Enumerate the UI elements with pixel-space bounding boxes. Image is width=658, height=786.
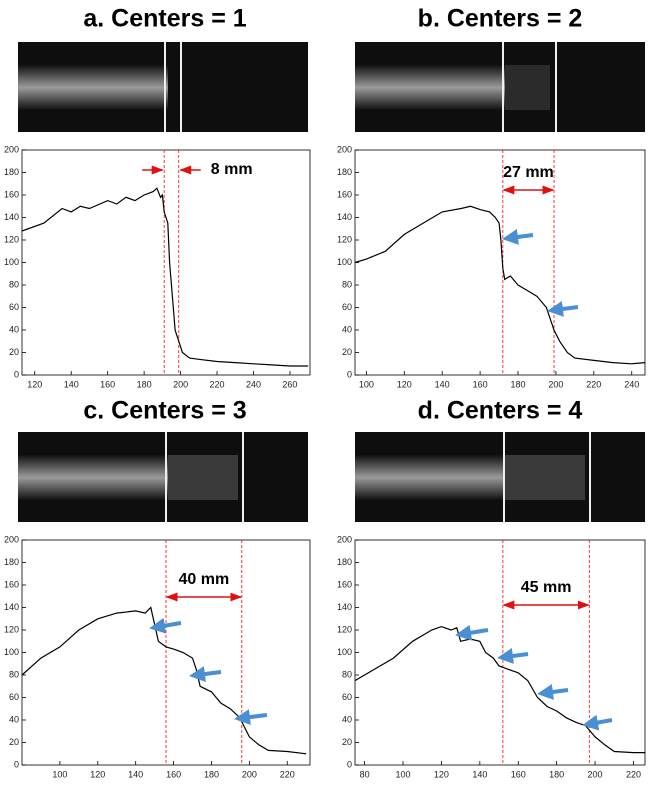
panel-title: a. Centers = 1	[83, 5, 246, 33]
panel-title: c. Centers = 3	[83, 397, 246, 425]
x-tick-label: 120	[90, 769, 105, 779]
profile-line	[21, 187, 309, 367]
y-tick-label: 160	[337, 579, 352, 589]
x-tick-label: 200	[173, 379, 188, 389]
y-tick-label: 180	[4, 557, 19, 567]
y-tick-label: 60	[9, 302, 19, 312]
y-tick-label: 100	[337, 257, 352, 267]
y-tick-label: 180	[337, 167, 352, 177]
profile-line	[354, 625, 645, 754]
x-tick-label: 180	[204, 769, 219, 779]
y-tick-label: 80	[342, 669, 352, 679]
y-tick-label: 80	[9, 279, 19, 289]
y-tick-label: 120	[337, 234, 352, 244]
y-tick-label: 140	[4, 602, 19, 612]
x-tick-label: 140	[435, 379, 450, 389]
x-tick-label: 120	[434, 769, 449, 779]
y-tick-label: 140	[337, 602, 352, 612]
y-tick-label: 140	[4, 212, 19, 222]
x-tick-label: 160	[166, 769, 181, 779]
y-tick-label: 180	[4, 167, 19, 177]
y-tick-label: 60	[342, 692, 352, 702]
y-tick-label: 100	[4, 647, 19, 657]
annotation: 45 mm	[521, 579, 572, 596]
blue-arrows	[149, 229, 613, 731]
y-tick-label: 100	[337, 647, 352, 657]
annotation: 27 mm	[503, 164, 554, 181]
x-tick-label: 80	[360, 769, 370, 779]
plot-frame	[354, 539, 646, 766]
y-tick-label: 160	[4, 579, 19, 589]
x-tick-label: 140	[128, 769, 143, 779]
y-tick-label: 0	[347, 759, 352, 769]
x-tick-label: 240	[246, 379, 261, 389]
profile-line	[354, 205, 646, 365]
y-tick-label: 40	[342, 324, 352, 334]
y-tick-label: 20	[342, 347, 352, 357]
x-tick-label: 220	[280, 769, 295, 779]
panel-title: b. Centers = 2	[418, 5, 583, 33]
x-tick-label: 180	[510, 379, 525, 389]
x-tick-label: 120	[27, 379, 42, 389]
y-tick-label: 140	[337, 212, 352, 222]
x-tick-label: 160	[511, 769, 526, 779]
y-tick-label: 0	[14, 759, 19, 769]
y-tick-label: 0	[14, 369, 19, 379]
y-tick-label: 40	[9, 714, 19, 724]
x-tick-label: 260	[282, 379, 297, 389]
x-tick-label: 200	[242, 769, 257, 779]
x-tick-label: 180	[137, 379, 152, 389]
y-tick-label: 200	[4, 144, 19, 154]
y-tick-label: 120	[337, 624, 352, 634]
x-tick-label: 160	[473, 379, 488, 389]
x-tick-label: 220	[586, 379, 601, 389]
x-tick-label: 100	[52, 769, 67, 779]
x-tick-label: 140	[64, 379, 79, 389]
annotation: 8 mm	[211, 161, 253, 178]
plot-frame	[354, 149, 646, 376]
x-tick-label: 100	[359, 379, 374, 389]
image-strips	[18, 42, 645, 522]
y-tick-label: 20	[342, 737, 352, 747]
profile-line	[21, 606, 307, 755]
y-tick-label: 120	[4, 234, 19, 244]
y-tick-label: 180	[337, 557, 352, 567]
panel-title: d. Centers = 4	[418, 397, 583, 425]
x-tick-label: 200	[588, 769, 603, 779]
y-tick-label: 80	[342, 279, 352, 289]
y-tick-label: 60	[342, 302, 352, 312]
y-tick-label: 100	[4, 257, 19, 267]
x-tick-label: 180	[549, 769, 564, 779]
plot-frame	[21, 149, 311, 376]
x-tick-label: 240	[624, 379, 639, 389]
annotation: 40 mm	[179, 571, 230, 588]
y-tick-label: 200	[337, 534, 352, 544]
y-tick-label: 200	[337, 144, 352, 154]
x-tick-label: 220	[626, 769, 641, 779]
x-tick-label: 160	[100, 379, 115, 389]
y-tick-label: 40	[9, 324, 19, 334]
x-tick-label: 200	[548, 379, 563, 389]
x-tick-label: 140	[472, 769, 487, 779]
y-tick-label: 120	[4, 624, 19, 634]
x-tick-label: 220	[210, 379, 225, 389]
y-tick-label: 20	[9, 347, 19, 357]
y-tick-label: 40	[342, 714, 352, 724]
x-tick-label: 100	[395, 769, 410, 779]
y-tick-label: 0	[347, 369, 352, 379]
y-tick-label: 80	[9, 669, 19, 679]
y-tick-label: 20	[9, 737, 19, 747]
y-tick-label: 160	[337, 189, 352, 199]
y-tick-label: 200	[4, 534, 19, 544]
y-tick-label: 160	[4, 189, 19, 199]
y-tick-label: 60	[9, 692, 19, 702]
x-tick-label: 120	[397, 379, 412, 389]
